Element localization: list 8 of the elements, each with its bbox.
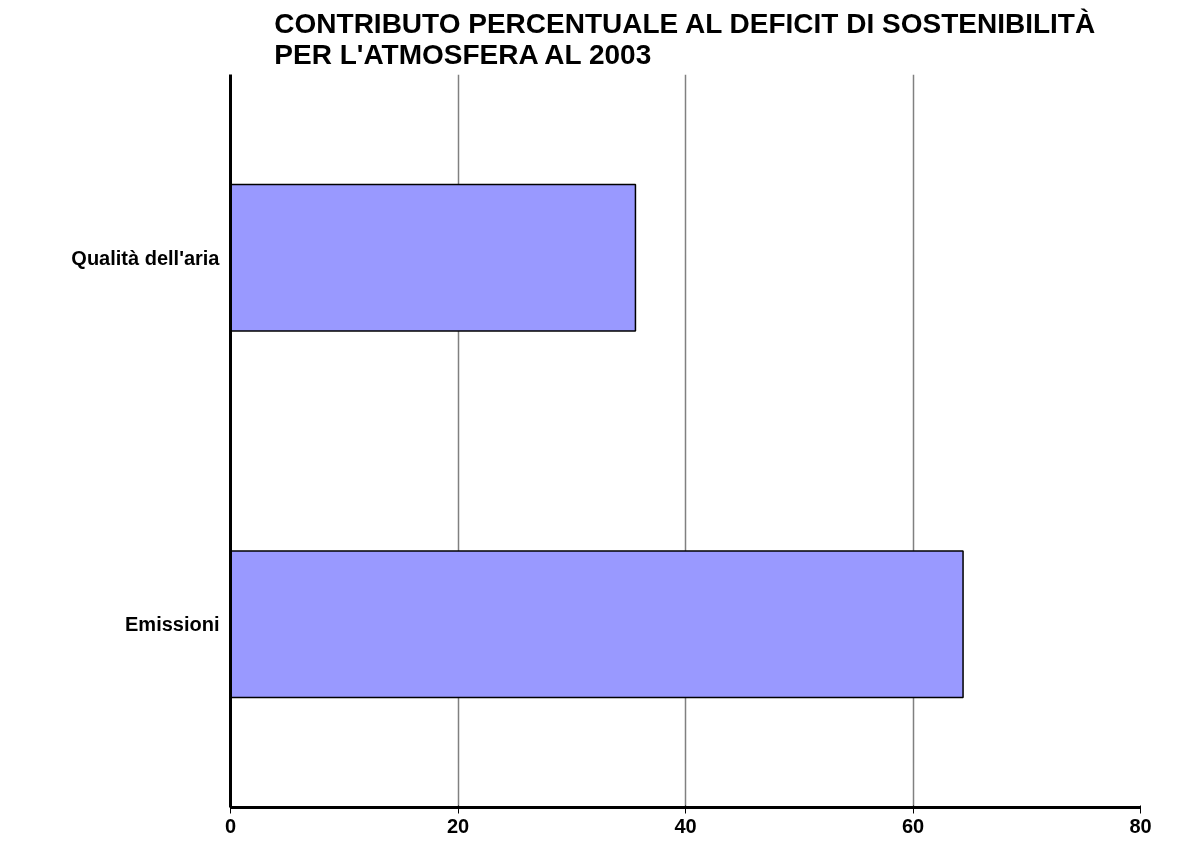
x-tick-label: 80 (1129, 814, 1152, 837)
x-tick-label: 60 (901, 814, 925, 837)
x-tick-label: 40 (674, 814, 697, 837)
x-tick-label: 0 (224, 814, 237, 837)
chart-title: CONTRIBUTO PERCENTUALE AL DEFICIT DI SOSTENIBILITÀ PER L'ATMOSFERA AL 2003 (274, 7, 1096, 70)
y-tick-label: Qualità dell'aria (71, 246, 221, 269)
x-tick-label: 20 (446, 814, 470, 837)
y-tick-label: Emissioni (125, 613, 220, 636)
